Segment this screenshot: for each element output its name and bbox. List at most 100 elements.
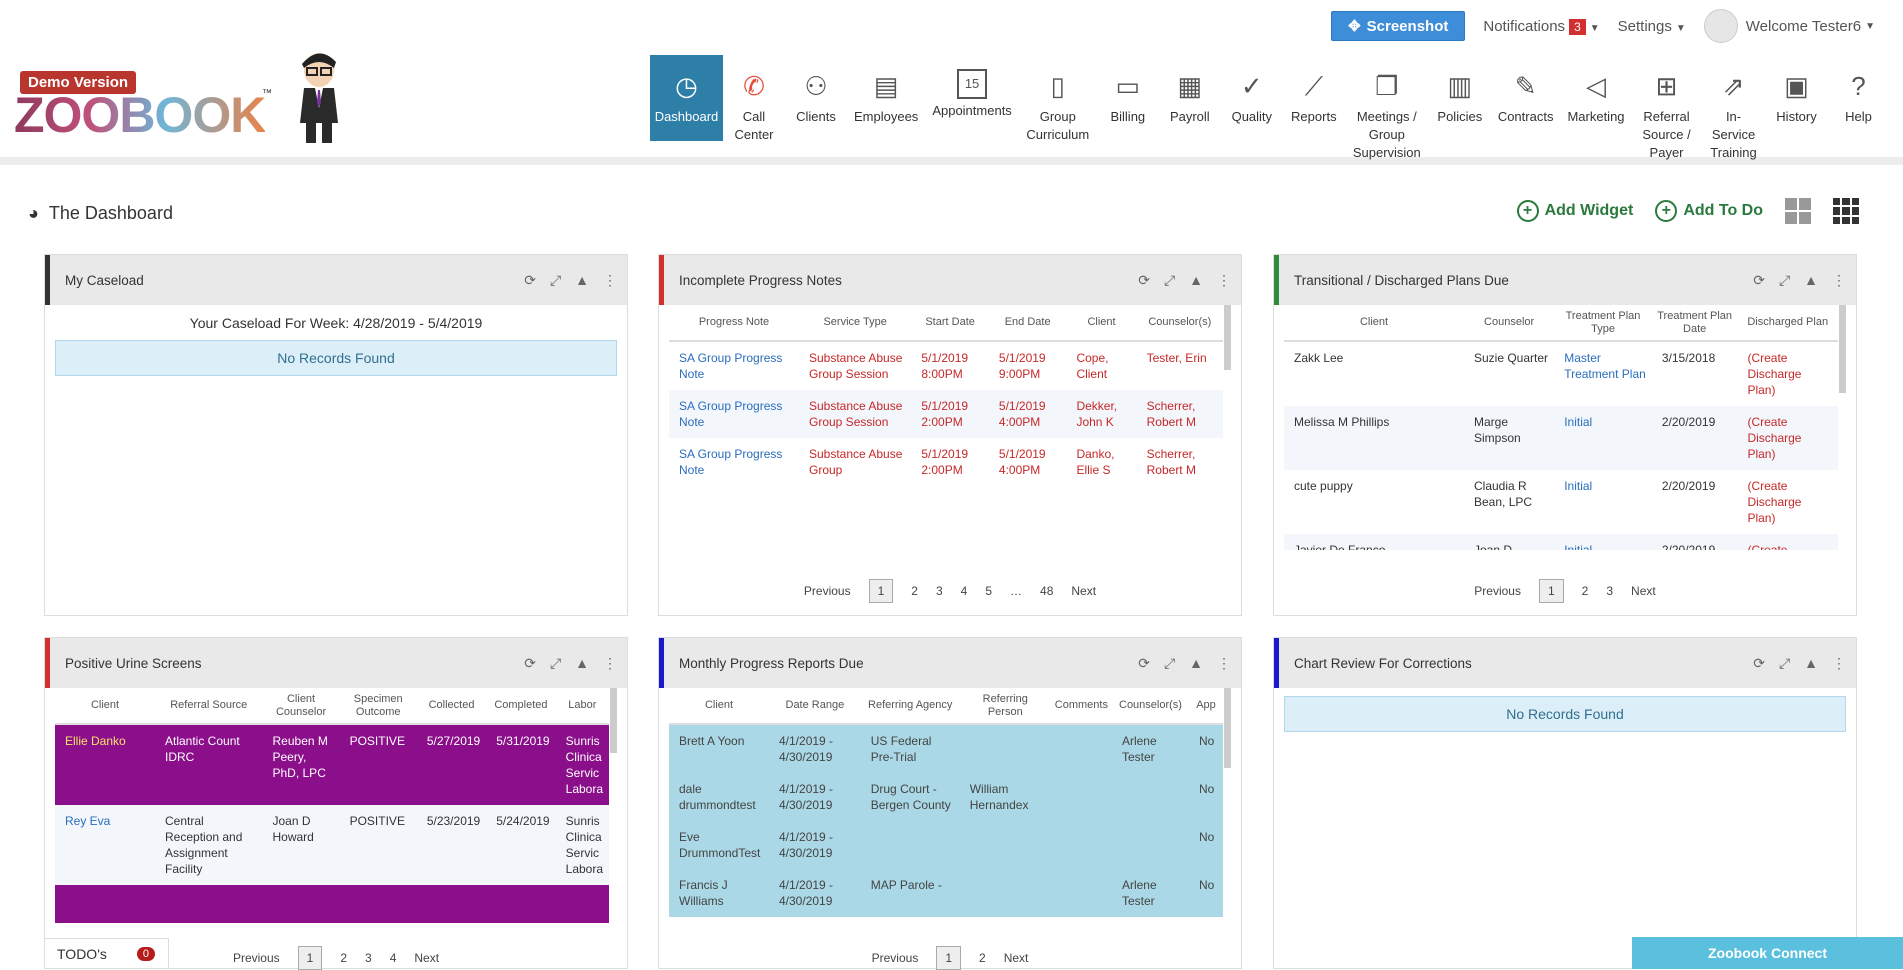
table-row[interactable]: Ellie Danko Atlantic Count IDRC Reuben M P…	[55, 724, 609, 805]
expand-icon[interactable]: ⤢	[1778, 272, 1791, 288]
cell-link[interactable]: (Create	[1737, 534, 1838, 550]
collapse-icon[interactable]: ▲	[1189, 272, 1203, 288]
layout-2col-icon[interactable]	[1785, 198, 1811, 224]
column-header[interactable]: Progress Note	[669, 305, 799, 342]
pager-page[interactable]: 1	[1538, 579, 1564, 603]
more-vertical-icon[interactable]: ⋮	[603, 272, 617, 288]
expand-icon[interactable]: ⤢	[1163, 272, 1176, 288]
nav-policies[interactable]: ▥ Policies	[1429, 55, 1491, 165]
cell-link[interactable]: SA Group Progress Note	[669, 390, 799, 438]
add-todo-button[interactable]: + Add To Do	[1655, 200, 1763, 222]
column-header[interactable]: Collected	[416, 688, 487, 725]
nav-clients[interactable]: ⚇ Clients	[785, 55, 847, 165]
expand-icon[interactable]: ⤢	[549, 655, 562, 671]
collapse-icon[interactable]: ▲	[1804, 655, 1818, 671]
scrollbar[interactable]	[1224, 688, 1231, 768]
column-header[interactable]: End Date	[988, 305, 1067, 342]
column-header[interactable]: Comments	[1050, 688, 1112, 725]
cell-link[interactable]: SA Group Progress Note	[679, 447, 783, 477]
logo[interactable]: Demo Version ZOOBOOK ™	[14, 48, 344, 148]
pager-page[interactable]: 2	[979, 951, 986, 965]
column-header[interactable]: Treatment Plan Type	[1554, 305, 1652, 342]
pager-page[interactable]: 4	[389, 951, 397, 965]
pager-page[interactable]: 3	[1606, 584, 1614, 598]
column-header[interactable]: Counselor(s)	[1136, 305, 1223, 342]
scrollbar[interactable]	[610, 688, 617, 753]
refresh-icon[interactable]: ⟳	[1138, 272, 1150, 288]
cell-link[interactable]: Master Treatment Plan	[1564, 351, 1646, 381]
more-vertical-icon[interactable]: ⋮	[1217, 655, 1231, 671]
refresh-icon[interactable]: ⟳	[1753, 272, 1765, 288]
cell-link[interactable]: Initial	[1564, 479, 1593, 493]
column-header[interactable]: Referring Person	[959, 688, 1051, 725]
column-header[interactable]: Specimen Outcome	[339, 688, 417, 725]
table-row[interactable]: SA Group Progress Note Substance Abuse Gr…	[669, 341, 1223, 390]
cell-link[interactable]: (Create Discharge Plan)	[1737, 406, 1838, 470]
refresh-icon[interactable]: ⟳	[1753, 655, 1765, 671]
table-row[interactable]: Melissa M Phillips Marge Simpson Initial 2/…	[1284, 406, 1838, 470]
cell-link[interactable]: Ellie Danko	[55, 724, 155, 805]
nav-in-service-training[interactable]: ⇗ In-Service Training	[1702, 55, 1766, 165]
pager-page[interactable]: 2	[1581, 584, 1589, 598]
column-header[interactable]: Counselor	[1464, 305, 1555, 342]
nav-appointments[interactable]: 15 Appointments	[925, 55, 1019, 165]
column-header[interactable]: Client	[1284, 305, 1464, 342]
more-vertical-icon[interactable]: ⋮	[1832, 272, 1846, 288]
refresh-icon[interactable]: ⟳	[524, 272, 536, 288]
pager-page[interactable]: 1	[936, 946, 961, 970]
table-row[interactable]: cute puppy Claudia R Bean, LPC Initial 2/20…	[1284, 470, 1838, 534]
scrollbar[interactable]	[1224, 305, 1231, 370]
column-header[interactable]: Start Date	[911, 305, 989, 342]
pager-page[interactable]: 3	[935, 584, 943, 598]
cell-link[interactable]: (Create Discharge Plan)	[1747, 351, 1802, 397]
column-header[interactable]: Client	[669, 688, 769, 725]
pager-page[interactable]: 2	[340, 951, 347, 965]
scrollbar[interactable]	[1839, 305, 1846, 393]
nav-group-curriculum[interactable]: ▯ Group Curriculum	[1019, 55, 1097, 165]
add-widget-button[interactable]: + Add Widget	[1516, 200, 1633, 222]
column-header[interactable]: Client	[55, 688, 155, 725]
nav-meetings[interactable]: ❐ Meetings / Group Supervision	[1345, 55, 1429, 165]
table-row[interactable]: dale drummondtest 4/1/2019 - 4/30/2019 Dru…	[669, 773, 1223, 821]
screenshot-button[interactable]: ✥ Screenshot	[1331, 11, 1466, 41]
cell-link[interactable]: Rey Eva	[55, 805, 155, 885]
column-header[interactable]: Date Range	[769, 688, 861, 725]
nav-employees[interactable]: ▤ Employees	[847, 55, 925, 165]
zoobook-connect-button[interactable]: Zoobook Connect	[1632, 937, 1903, 969]
notifications-menu[interactable]: Notifications 3 ▼	[1483, 18, 1600, 35]
column-header[interactable]: Treatment Plan Date	[1651, 305, 1738, 342]
cell-link[interactable]: (Create Discharge Plan)	[1747, 479, 1802, 525]
collapse-icon[interactable]: ▲	[575, 272, 589, 288]
pager-page[interactable]: 3	[365, 951, 372, 965]
nav-call-center[interactable]: ✆ Call Center	[723, 55, 785, 165]
nav-marketing[interactable]: ◁ Marketing	[1560, 55, 1631, 165]
pager-page[interactable]: 4	[960, 584, 968, 598]
more-vertical-icon[interactable]: ⋮	[1217, 272, 1231, 288]
pager-previous[interactable]: Previous	[232, 951, 280, 965]
column-header[interactable]: Discharged Plan	[1737, 305, 1838, 342]
table-row[interactable]: Brett A Yoon 4/1/2019 - 4/30/2019 US Feder…	[669, 724, 1223, 773]
nav-payroll[interactable]: ▦ Payroll	[1159, 55, 1221, 165]
table-row[interactable]	[55, 885, 609, 923]
expand-icon[interactable]: ⤢	[549, 272, 562, 288]
pager-page[interactable]: 1	[868, 579, 894, 603]
nav-billing[interactable]: ▭ Billing	[1097, 55, 1159, 165]
collapse-icon[interactable]: ▲	[1804, 272, 1818, 288]
column-header[interactable]: Client	[1066, 305, 1137, 342]
pager-page[interactable]: 1	[297, 946, 323, 970]
nav-dashboard[interactable]: ◷ Dashboard	[650, 55, 723, 141]
nav-quality[interactable]: ✓ Quality	[1221, 55, 1283, 165]
column-header[interactable]: App	[1189, 688, 1223, 725]
nav-help[interactable]: ? Help	[1828, 55, 1890, 165]
cell-link[interactable]: SA Group Progress Note	[679, 351, 783, 381]
pager-page[interactable]: 2	[911, 584, 918, 598]
cell-link[interactable]: Initial	[1554, 406, 1652, 470]
pager-page[interactable]: 5	[985, 584, 993, 598]
user-menu[interactable]: Welcome Tester6 ▼	[1703, 9, 1875, 43]
pager-next[interactable]: Next	[414, 951, 440, 965]
settings-menu[interactable]: Settings ▼	[1618, 18, 1686, 35]
collapse-icon[interactable]: ▲	[575, 655, 589, 671]
more-vertical-icon[interactable]: ⋮	[1832, 655, 1846, 671]
nav-history[interactable]: ▣ History	[1766, 55, 1828, 165]
table-row[interactable]: Francis J Williams 4/1/2019 - 4/30/2019 MA…	[669, 869, 1223, 917]
